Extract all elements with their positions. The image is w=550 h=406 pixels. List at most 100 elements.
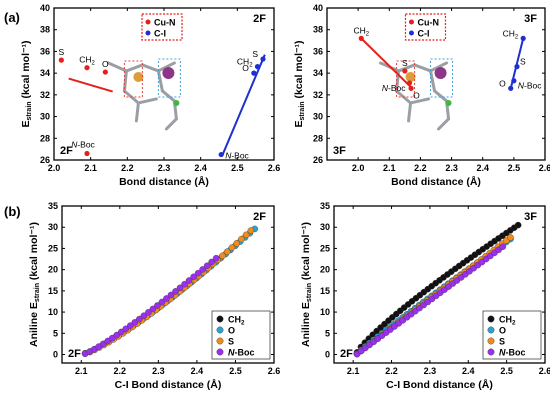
x-tick-label: 2.3 <box>445 163 458 173</box>
y-axis-label: Aniline Estrain (kcal mol⁻¹) <box>28 222 41 347</box>
molecule-bond <box>429 61 449 73</box>
data-point-n-boc <box>194 269 202 277</box>
x-axis-label: C-I Bond distance (Å) <box>115 378 222 391</box>
chart-b3F: 2.1 2.2 2.3 2.4 2.5 2.6 0 5 10 15 20 25 30 35 C-I Bond… <box>300 201 550 391</box>
point-label: N-Boc <box>71 139 95 149</box>
y-tick-label: 20 <box>320 265 330 275</box>
corner-tag: 3F <box>333 145 346 157</box>
data-point <box>514 64 520 70</box>
data-point <box>358 35 364 42</box>
x-tick-label: 2.5 <box>508 163 521 173</box>
fit-line-c-i <box>221 54 266 155</box>
y-axis-label: Estrain (kcal mol⁻¹) <box>293 40 306 127</box>
y-tick-label: 10 <box>48 307 58 317</box>
y-tick-label: 36 <box>40 46 50 56</box>
y-tick-label: 5 <box>53 328 58 338</box>
legend-marker <box>487 337 495 345</box>
molecule-bond <box>437 117 451 131</box>
molecule-bond <box>140 63 160 73</box>
data-point-n-boc <box>199 266 206 273</box>
point-label: S <box>252 49 258 59</box>
data-point-n-boc <box>181 280 188 288</box>
data-point <box>511 78 517 84</box>
legend-label: C-I <box>154 29 166 39</box>
y-tick-label: 30 <box>48 222 58 232</box>
legend-label: S <box>228 337 234 347</box>
x-tick-label: 2.0 <box>48 163 61 173</box>
corner-tag: 2F <box>68 348 81 360</box>
data-point-n-boc <box>167 291 175 299</box>
data-point <box>251 70 257 76</box>
panel-label-b: (b) <box>4 204 21 219</box>
y-tick-label: 34 <box>40 68 50 78</box>
x-tick-label: 2.1 <box>383 163 396 173</box>
legend-marker <box>145 19 151 25</box>
data-point <box>260 56 266 62</box>
data-point-n-boc <box>190 273 197 281</box>
legend-label: CH2 <box>499 315 516 327</box>
data-point-s <box>228 244 236 251</box>
x-tick-label: 2.2 <box>385 366 398 376</box>
point-label: S <box>402 58 408 68</box>
x-tick-label: 2.5 <box>231 163 244 173</box>
x-tick-label: 2.3 <box>158 163 171 173</box>
cu-n-highlight <box>123 60 143 98</box>
molecule-bond <box>160 89 176 103</box>
molecule-bond <box>397 63 417 73</box>
chart-a3F: 2.0 2.1 2.2 2.3 2.4 2.5 2.6 26 28 30 32 34 36 38 40 Bon… <box>293 3 550 188</box>
y-tick-label: 30 <box>40 112 50 122</box>
charts-layer: 2.0 2.1 2.2 2.3 2.4 2.5 2.6 26 28 30 32 34 36 38 40 Bon… <box>20 3 550 391</box>
data-point-n-boc <box>145 309 152 316</box>
point-label: O <box>242 63 249 73</box>
point-label: CH2 <box>353 25 369 37</box>
x-tick-label: 2.1 <box>347 366 360 376</box>
c-i-highlight <box>430 58 454 98</box>
x-axis-label: C-I Bond distance (Å) <box>386 378 493 391</box>
y-tick-label: 34 <box>313 68 323 78</box>
x-tick-label: 2.4 <box>462 366 475 376</box>
x-tick-label: 2.1 <box>84 163 97 173</box>
y-tick-label: 30 <box>313 112 323 122</box>
panel-tag: 3F <box>524 211 537 223</box>
data-point-n-boc <box>185 277 193 284</box>
x-tick-label: 2.4 <box>191 366 204 376</box>
legend-marker <box>487 348 495 356</box>
data-point-n-boc <box>158 298 166 306</box>
y-tick-label: 28 <box>40 133 50 143</box>
point-label: CH2 <box>79 55 95 67</box>
legend-marker <box>408 19 414 25</box>
molecule-bond <box>156 61 176 73</box>
y-tick-label: 20 <box>48 265 58 275</box>
y-axis-label: Aniline Estrain (kcal mol⁻¹) <box>300 222 313 347</box>
x-axis-label: Bond distance (Å) <box>119 175 209 188</box>
point-label: O <box>499 78 506 88</box>
data-point-s <box>223 248 231 255</box>
data-point-n-boc <box>176 284 184 292</box>
legend-marker <box>216 315 224 323</box>
x-tick-label: 2.3 <box>152 366 165 376</box>
x-tick-label: 2.4 <box>194 163 207 173</box>
fit-line-cu-n <box>68 77 113 93</box>
molecule-bond <box>164 117 178 131</box>
point-label: CH2 <box>503 28 519 40</box>
chart-b2F: 2.1 2.2 2.3 2.4 2.5 2.6 0 5 10 15 20 25 30 35 C-I Bond… <box>28 201 280 391</box>
plot-frame <box>333 205 546 364</box>
y-tick-label: 26 <box>40 155 50 165</box>
x-tick-label: 2.2 <box>414 163 427 173</box>
y-tick-label: 32 <box>40 90 50 100</box>
point-label: S <box>520 57 526 67</box>
x-tick-label: 2.3 <box>424 366 437 376</box>
chart-a2F: 2.0 2.1 2.2 2.3 2.4 2.5 2.6 26 28 30 32 34 36 38 40 Bon… <box>20 3 280 188</box>
copper-atom <box>133 71 144 82</box>
y-tick-label: 30 <box>320 222 330 232</box>
y-tick-label: 38 <box>40 25 50 35</box>
data-point-n-boc <box>136 315 143 323</box>
y-tick-label: 38 <box>313 25 323 35</box>
legend-box <box>482 310 542 360</box>
x-tick-label: 2.2 <box>114 366 127 376</box>
x-tick-label: 2.4 <box>476 163 489 173</box>
data-point-s <box>233 240 240 247</box>
data-point <box>408 85 414 91</box>
copper-atom <box>405 71 416 82</box>
y-tick-label: 10 <box>320 307 330 317</box>
